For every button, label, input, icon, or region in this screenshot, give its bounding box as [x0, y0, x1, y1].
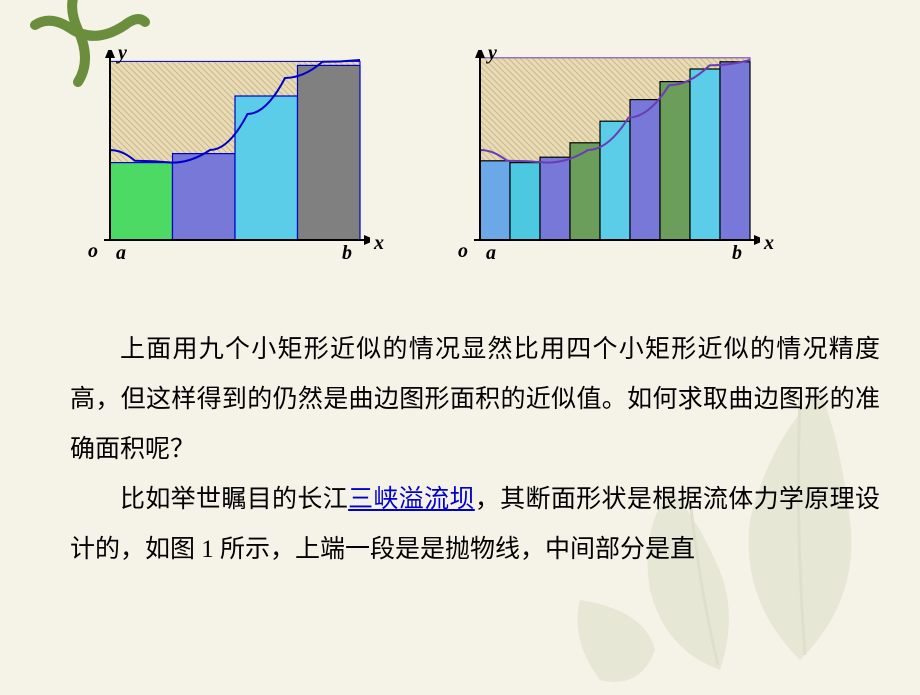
a-label-left: a — [116, 242, 126, 265]
paragraph-2: 比如举世瞩目的长江三峡溢流坝，其断面形状是根据流体力学原理设计的，如图 1 所示… — [70, 475, 880, 575]
para2-lead: 比如举世瞩目的长江 — [120, 486, 348, 513]
x-axis-label-right: x — [764, 232, 774, 255]
riemann-chart-4 — [70, 50, 370, 270]
sanxia-dam-link[interactable]: 三峡溢流坝 — [348, 486, 475, 513]
b-label-right: b — [732, 242, 742, 265]
chart-right: y x o a b — [440, 50, 760, 275]
origin-label-left: o — [88, 240, 98, 263]
para1-text: 上面用九个小矩形近似的情况显然比用四个小矩形近似的情况精度高，但这样得到的仍然是… — [70, 336, 880, 463]
b-label-left: b — [342, 242, 352, 265]
riemann-chart-9 — [440, 50, 760, 270]
chart-left: y x o a b — [70, 50, 370, 275]
paragraph-1: 上面用九个小矩形近似的情况显然比用四个小矩形近似的情况精度高，但这样得到的仍然是… — [70, 325, 880, 475]
y-axis-label-right: y — [488, 42, 497, 65]
y-axis-label-left: y — [118, 42, 127, 65]
x-axis-label-left: x — [374, 232, 384, 255]
charts-row: y x o a b y x o a b — [0, 0, 920, 295]
origin-label-right: o — [458, 240, 468, 263]
a-label-right: a — [486, 242, 496, 265]
body-text: 上面用九个小矩形近似的情况显然比用四个小矩形近似的情况精度高，但这样得到的仍然是… — [0, 295, 920, 575]
